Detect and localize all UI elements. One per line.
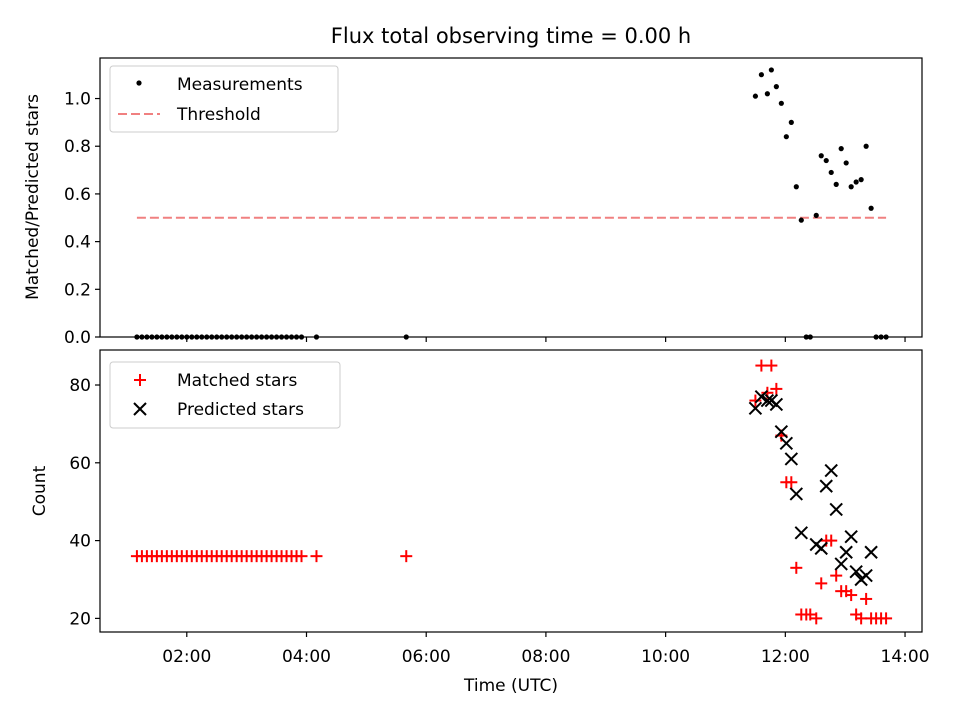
predicted-star-point	[774, 424, 789, 439]
matched-star-point	[880, 612, 893, 625]
bottom-y-tick-label: 20	[69, 609, 91, 629]
predicted-star-point	[834, 557, 848, 571]
predicted-star-point	[760, 393, 775, 408]
predicted-star-point	[779, 436, 794, 451]
measurement-point	[848, 184, 854, 190]
predicted-star-point	[844, 529, 858, 544]
matched-star-point	[790, 561, 803, 574]
top-y-tick-label: 0.2	[64, 280, 91, 300]
predicted-star-point	[864, 545, 878, 559]
legend-measurements-label: Measurements	[177, 75, 303, 95]
bottom-marks-layer	[130, 359, 893, 625]
bottom-y-tick-label: 60	[69, 454, 91, 474]
measurement-point	[813, 212, 819, 218]
matched-star-point	[765, 359, 778, 372]
matched-star-point	[825, 534, 838, 547]
predicted-star-point	[789, 487, 804, 501]
measurement-point	[783, 134, 789, 140]
chart-title: Flux total observing time = 0.00 h	[331, 24, 691, 48]
measurement-point	[838, 146, 844, 152]
predicted-star-point	[814, 541, 828, 556]
top-x-ticks	[186, 337, 906, 342]
matched-star-point	[845, 589, 858, 602]
top-y-tick-label: 0.0	[64, 328, 91, 348]
predicted-star-point	[859, 568, 873, 583]
x-tick-label: 02:00	[162, 647, 211, 667]
top-legend-frame	[109, 65, 339, 133]
matched-star-point	[310, 550, 323, 563]
measurement-point	[798, 217, 804, 223]
top-y-tick-label: 1.0	[64, 90, 91, 110]
bottom-legend: Matched stars Predicted stars	[109, 361, 341, 429]
x-axis-label: Time (UTC)	[463, 676, 558, 696]
x-tick-label: 14:00	[881, 647, 930, 667]
top-y-tick-label: 0.6	[64, 185, 91, 205]
predicted-star-point	[829, 502, 843, 517]
x-tick-label: 04:00	[282, 647, 331, 667]
matched-star-point	[815, 577, 828, 590]
star-count-panel: 20 40 60 80 02:00 04:00 06:00 08:00 10:00 12:00 1…	[30, 349, 930, 696]
measurement-point	[788, 119, 794, 125]
matched-star-point	[810, 612, 823, 625]
measurement-point	[818, 153, 824, 159]
bottom-y-tick-label: 80	[69, 376, 91, 396]
x-tick-label: 12:00	[761, 647, 810, 667]
predicted-star-point	[784, 452, 799, 466]
predicted-star-point	[754, 389, 769, 404]
bottom-x-ticks: 02:00 04:00 06:00 08:00 10:00 12:00 14:00	[162, 632, 930, 667]
predicted-star-point	[769, 397, 784, 412]
top-y-axis-label: Matched/Predicted stars	[23, 94, 43, 300]
measurement-point	[793, 184, 799, 190]
measurement-point	[853, 179, 859, 185]
measurement-point	[778, 100, 784, 106]
top-axes-frame	[99, 57, 923, 338]
measurement-point	[773, 84, 779, 90]
flux-ratio-panel: 0.0 0.2 0.4 0.6 0.8 1.0 Matched/Predicted sta…	[23, 57, 923, 348]
top-y-tick-label: 0.4	[64, 233, 91, 253]
matched-star-point	[770, 382, 783, 395]
predicted-star-point	[748, 401, 763, 416]
top-y-tick-label: 0.8	[64, 137, 91, 157]
bottom-legend-frame	[109, 361, 341, 429]
matched-star-point	[830, 569, 843, 582]
bottom-y-tick-label: 40	[69, 532, 91, 552]
legend-predicted-marker	[133, 402, 147, 416]
measurement-point	[863, 143, 869, 149]
measurement-point	[858, 177, 864, 183]
x-tick-label: 06:00	[402, 647, 451, 667]
predicted-star-point	[794, 526, 809, 540]
legend-matched-label: Matched stars	[177, 371, 297, 391]
top-legend: Measurements Threshold	[109, 65, 339, 133]
predicted-star-point	[819, 479, 833, 493]
matched-star-point	[295, 550, 308, 563]
matched-star-point	[785, 476, 798, 489]
legend-matched-marker	[134, 374, 146, 386]
measurement-point	[833, 181, 839, 187]
top-y-ticks: 0.0 0.2 0.4 0.6 0.8 1.0	[64, 90, 100, 348]
matched-star-point	[749, 394, 762, 407]
bottom-y-ticks: 20 40 60 80	[69, 376, 100, 629]
measurement-point	[752, 93, 759, 99]
predicted-star-point	[849, 565, 863, 579]
matched-star-point	[400, 550, 413, 563]
bottom-y-axis-label: Count	[30, 465, 50, 516]
measurement-point	[828, 169, 834, 176]
legend-measurements-marker	[136, 80, 142, 86]
predicted-star-point	[839, 545, 853, 559]
legend-predicted-label: Predicted stars	[177, 400, 304, 420]
measurement-point	[823, 157, 829, 164]
measurement-point	[843, 160, 849, 166]
predicted-star-point	[824, 463, 838, 478]
measurement-point	[758, 72, 764, 78]
matched-star-point	[860, 592, 873, 605]
x-tick-label: 08:00	[521, 647, 570, 667]
bottom-axes-frame	[99, 349, 923, 633]
x-tick-label: 10:00	[641, 647, 690, 667]
measurement-point	[764, 91, 770, 97]
measurement-point	[868, 205, 874, 211]
measurement-point	[768, 67, 774, 73]
legend-threshold-label: Threshold	[176, 105, 261, 125]
